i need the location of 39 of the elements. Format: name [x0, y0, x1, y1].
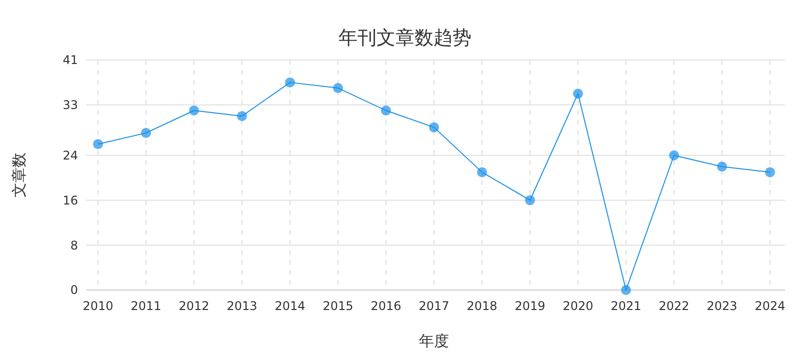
- point: [429, 122, 439, 132]
- point: [477, 167, 487, 178]
- x-tick-label: 2022: [658, 299, 690, 313]
- y-tick-label: 0: [70, 283, 78, 298]
- x-tick-label: 2016: [370, 299, 402, 313]
- x-tick-label: 2015: [322, 299, 354, 313]
- y-tick-label: 24: [62, 148, 78, 163]
- x-tick-label: 2023: [706, 299, 738, 313]
- point: [141, 128, 151, 138]
- y-tick-label: 41: [62, 53, 78, 68]
- x-tick-label: 2018: [466, 299, 498, 313]
- x-tick-label: 2019: [514, 299, 546, 313]
- point: [717, 162, 727, 172]
- point: [525, 195, 535, 206]
- x-tick-label: 2017: [418, 299, 450, 313]
- x-axis-title: 年度: [419, 332, 449, 350]
- point: [669, 150, 679, 160]
- x-tick-label: 2014: [274, 299, 306, 313]
- chart-title: 年刊文章数趋势: [338, 27, 472, 49]
- x-tick-label: 2011: [130, 299, 162, 313]
- point: [333, 83, 343, 94]
- point: [285, 77, 295, 88]
- point: [237, 111, 247, 122]
- y-tick-label: 8: [70, 238, 78, 252]
- point: [189, 105, 199, 116]
- y-axis-title: 文章数: [10, 152, 28, 198]
- point: [573, 88, 583, 99]
- point: [621, 285, 631, 295]
- x-tick-label: 2010: [82, 299, 114, 313]
- y-tick-label: 16: [62, 193, 78, 208]
- y-tick-label: 33: [62, 98, 78, 112]
- point: [93, 139, 103, 150]
- x-tick-label: 2024: [754, 299, 786, 313]
- point: [765, 167, 775, 178]
- x-tick-label: 2013: [226, 299, 258, 313]
- x-tick-label: 2012: [178, 299, 210, 313]
- x-tick-label: 2020: [562, 299, 594, 313]
- point: [381, 105, 391, 116]
- x-tick-label: 2021: [610, 299, 642, 313]
